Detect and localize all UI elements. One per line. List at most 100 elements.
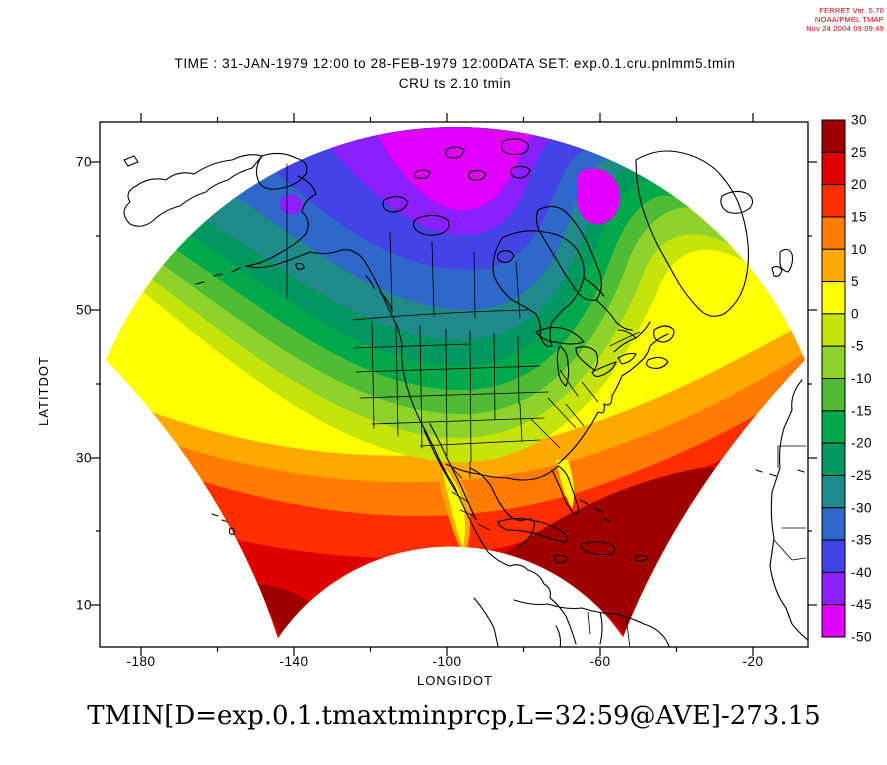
ellesmere-island bbox=[500, 138, 529, 156]
canary-islands bbox=[755, 469, 805, 477]
plot-subtitle: CRU ts 2.10 tmin bbox=[398, 76, 512, 91]
colorbar-cell bbox=[821, 216, 846, 250]
colorbar-level-label: -30 bbox=[851, 500, 872, 515]
southampton-island bbox=[496, 250, 515, 263]
x-tick-label: -180 bbox=[126, 654, 155, 669]
arctic-island-a bbox=[445, 146, 465, 159]
y-tick-label: 30 bbox=[76, 451, 92, 466]
variable-expression-label: TMIN[D=exp.0.1.tmaxtminprcp,L=32:59@AVE]… bbox=[87, 701, 821, 731]
north-america-west-coast bbox=[245, 175, 489, 553]
arctic-island-b bbox=[468, 169, 487, 181]
colorbar-level-label: -40 bbox=[851, 565, 872, 580]
y-tick-label: 70 bbox=[76, 155, 92, 170]
colorbar-cell bbox=[821, 410, 846, 444]
colorbar-cell bbox=[821, 571, 846, 606]
st-lawrence bbox=[613, 321, 651, 353]
colorbar-cell bbox=[821, 474, 846, 509]
colorbar-cell bbox=[821, 507, 846, 541]
lake-erie bbox=[591, 361, 617, 378]
gulf-coast-florida bbox=[445, 463, 580, 515]
africa-borders bbox=[773, 445, 807, 561]
colorbar-cell bbox=[821, 604, 846, 638]
colorbar-cell bbox=[821, 248, 846, 283]
nova-scotia bbox=[646, 356, 669, 369]
political-borders bbox=[286, 163, 807, 647]
coastlines bbox=[123, 138, 808, 647]
plot-title-time-dataset: TIME : 31-JAN-1979 12:00 to 28-FEB-1979 … bbox=[174, 56, 736, 71]
temperature-field bbox=[106, 126, 805, 638]
aleutian-islands bbox=[195, 262, 305, 285]
iceland bbox=[720, 190, 754, 214]
chukotka-tip bbox=[255, 152, 308, 190]
colorbar-cell bbox=[821, 345, 846, 379]
colorbar-level-label: -20 bbox=[851, 436, 872, 451]
colorbar-level-label: 0 bbox=[851, 306, 859, 321]
arctic-island-c bbox=[414, 169, 431, 179]
lake-huron bbox=[575, 346, 599, 371]
puerto-rico bbox=[635, 554, 649, 562]
hispaniola bbox=[581, 541, 616, 556]
colorbar-level-label: 15 bbox=[851, 209, 867, 224]
colorbar-level-label: 5 bbox=[851, 274, 859, 289]
africa-coast bbox=[769, 379, 808, 641]
colorbar-level-label: 25 bbox=[851, 145, 867, 160]
colorbar-level-label: -50 bbox=[851, 630, 872, 645]
devon-island bbox=[510, 165, 531, 179]
baja-peninsula bbox=[423, 429, 457, 493]
colorbar-cell bbox=[821, 281, 846, 315]
axis-tick-labels: -180 -140 -100 -60 -20 70 50 30 10 bbox=[76, 155, 763, 670]
canada-province-borders bbox=[389, 231, 521, 319]
x-tick-label: -140 bbox=[279, 654, 308, 669]
siberia-coast bbox=[123, 154, 263, 227]
jamaica bbox=[553, 554, 569, 564]
colorbar-labels: 30 25 20 15 10 5 0 -5 -10 -15 -20 -25 -30 -35 -40 -45 -5… bbox=[851, 113, 872, 645]
colorbar-cell bbox=[821, 378, 846, 412]
colorbar-cell bbox=[821, 313, 846, 347]
colorbar-cell bbox=[821, 119, 846, 153]
colorbar-level-label: -45 bbox=[851, 597, 872, 612]
us-canada-border bbox=[351, 309, 641, 347]
y-tick-label: 50 bbox=[76, 303, 92, 318]
hawaii-islands bbox=[211, 513, 236, 535]
south-america-borders bbox=[587, 611, 631, 647]
colorbar-cell bbox=[821, 151, 846, 186]
ferret-org-line: NOAA/PMEL TMAP bbox=[814, 15, 884, 24]
baffin-island bbox=[535, 205, 602, 301]
vancouver-island bbox=[365, 275, 393, 311]
colorbar-level-label: 20 bbox=[851, 177, 867, 192]
colorbar-cell bbox=[821, 442, 846, 476]
colorbar-cell bbox=[821, 539, 846, 573]
hudson-bay bbox=[492, 230, 585, 347]
us-state-borders bbox=[353, 321, 599, 479]
colorbar-level-label: -10 bbox=[851, 371, 872, 386]
y-tick-label: 10 bbox=[76, 598, 92, 613]
x-tick-label: -20 bbox=[742, 654, 763, 669]
lake-superior bbox=[535, 326, 585, 345]
x-tick-label: -60 bbox=[589, 654, 610, 669]
ferret-date-line: Nov 24 2004 09:09:49 bbox=[806, 24, 884, 33]
central-america-coast bbox=[487, 551, 577, 645]
x-axis-label: LONGIDOT bbox=[417, 673, 493, 688]
colorbar-level-label: -15 bbox=[851, 403, 872, 418]
colorbar-level-label: -5 bbox=[851, 339, 864, 354]
britain bbox=[771, 248, 794, 277]
lake-ontario bbox=[617, 352, 637, 365]
greenland bbox=[635, 150, 750, 317]
ferret-version-stamp: FERRET Ver. 5.70 NOAA/PMEL TMAP Nov 24 2… bbox=[806, 6, 884, 33]
colorbar-cell bbox=[821, 184, 846, 218]
south-america-coast bbox=[473, 597, 671, 647]
siberia-island bbox=[123, 155, 139, 167]
x-tick-label: -100 bbox=[432, 654, 461, 669]
newfoundland bbox=[653, 325, 675, 343]
colorbar-level-label: 30 bbox=[851, 113, 867, 128]
ferret-version-line: FERRET Ver. 5.70 bbox=[819, 6, 884, 15]
atlantic-coast bbox=[557, 333, 669, 465]
colorbar-level-label: -35 bbox=[851, 533, 872, 548]
colorbar-level-label: 10 bbox=[851, 242, 867, 257]
cuba bbox=[497, 517, 568, 543]
colorbar-level-label: -25 bbox=[851, 468, 872, 483]
victoria-island bbox=[412, 214, 450, 236]
mexico-state-borders bbox=[451, 491, 491, 531]
